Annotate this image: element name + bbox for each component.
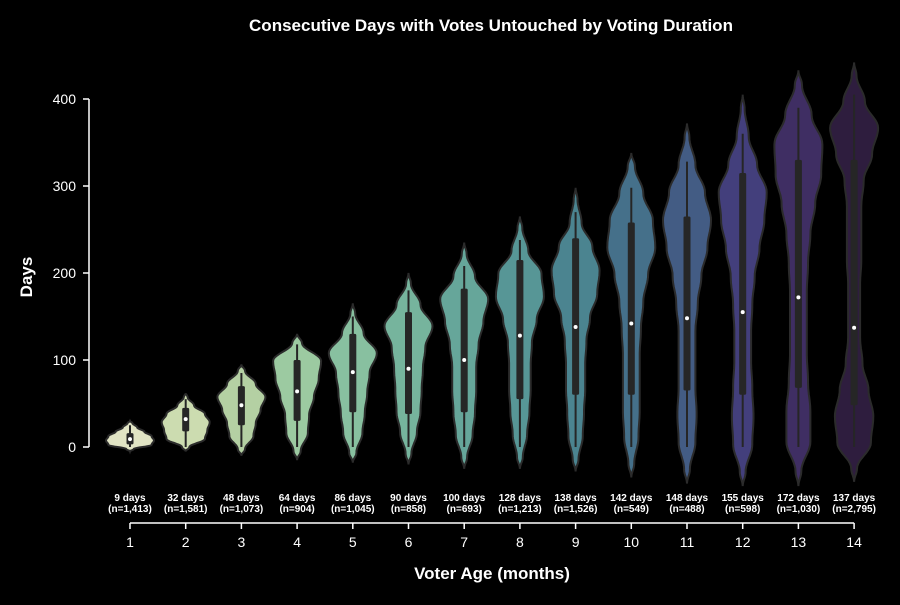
violin-median-point [183,417,188,422]
annotation-count: (n=1,030) [777,504,821,515]
annotation-median: 48 days [223,493,260,504]
violins-group [104,62,880,487]
annotation-count: (n=549) [614,504,649,515]
violin-iqr-box [683,216,691,391]
violin-iqr-box [794,159,802,388]
violin-median-point [852,325,857,330]
y-tick-label: 400 [53,91,77,107]
violin-median-point [685,316,689,321]
violin-median-point [629,321,634,326]
annotation-count: (n=1,213) [498,504,542,515]
annotation-count: (n=693) [447,504,482,515]
violin-iqr-box [572,238,580,395]
x-tick-label: 14 [846,534,862,550]
annotation-median: 155 days [722,493,765,504]
violin-iqr-box [850,159,858,406]
annotation-median: 148 days [666,493,709,504]
y-tick-label: 200 [53,265,77,281]
x-tick-label: 9 [572,534,580,550]
annotation-median: 138 days [554,493,597,504]
violin-median-point [740,310,745,315]
annotation-median: 142 days [610,493,653,504]
annotation-median: 32 days [167,493,204,504]
annotation-median: 64 days [279,493,316,504]
annotation-count: (n=904) [279,504,314,515]
violin-iqr-box [405,312,412,414]
violin-iqr-box [516,259,524,400]
x-axis: 1 2 3 4 5 6 7 8 9 10 11 12 13 14 [126,522,862,550]
annotation-count: (n=1,073) [220,504,264,515]
annotation-count: (n=1,413) [108,504,152,515]
annotation-count: (n=2,795) [832,504,876,515]
violin-median-point [406,366,411,371]
annotation-median: 128 days [499,493,542,504]
violin-median-point [128,437,132,442]
x-tick-label: 6 [405,534,413,550]
x-tick-label: 4 [293,534,301,550]
y-tick-label: 0 [68,439,76,455]
annotation-count: (n=488) [669,504,704,515]
y-axis-label: Days [17,257,36,298]
violin-median-point [239,403,244,408]
y-tick-label: 100 [53,352,77,368]
y-axis: 0 100 200 300 400 [53,91,90,455]
annotation-count: (n=1,045) [331,504,375,515]
x-axis-label: Voter Age (months) [414,564,570,583]
violin-median-point [573,324,578,329]
x-tick-label: 8 [516,534,524,550]
x-tick-label: 1 [126,534,134,550]
annotation-median: 100 days [443,493,486,504]
annotation-count: (n=598) [725,504,760,515]
annotation-count: (n=1,581) [164,504,208,515]
violin-median-point [462,358,467,362]
annotation-median: 137 days [833,493,876,504]
annotation-median: 90 days [390,493,427,504]
violin-median-point [350,370,355,375]
x-tick-label: 13 [791,534,807,550]
chart-title: Consecutive Days with Votes Untouched by… [249,16,733,35]
violin-iqr-box [627,222,635,395]
annotation-median: 86 days [334,493,371,504]
annotation-count: (n=858) [391,504,426,515]
x-tick-label: 12 [735,534,751,550]
annotation-median: 172 days [777,493,820,504]
annotation-median: 9 days [114,493,146,504]
x-tick-label: 11 [680,534,695,550]
violin-iqr-box [460,288,468,413]
violin-median-point [517,333,522,338]
violin-median-point [295,389,300,394]
annotations-group: 9 days(n=1,413)32 days(n=1,581)48 days(n… [108,493,876,515]
x-tick-label: 2 [182,534,190,550]
annotation-count: (n=1,526) [554,504,598,515]
x-tick-label: 10 [624,534,640,550]
x-tick-label: 3 [238,534,246,550]
violin-median-point [796,295,801,300]
x-tick-label: 7 [460,534,468,550]
x-tick-label: 5 [349,534,357,550]
violin-iqr-box [739,172,747,395]
y-tick-label: 300 [53,178,77,194]
